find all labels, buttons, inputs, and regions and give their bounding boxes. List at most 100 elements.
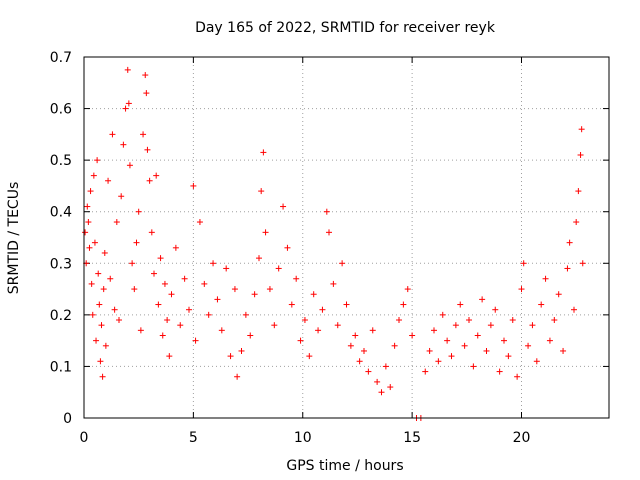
data-point bbox=[151, 270, 157, 277]
data-point bbox=[242, 311, 249, 318]
data-point bbox=[181, 275, 188, 282]
data-point bbox=[470, 363, 477, 370]
data-point bbox=[125, 100, 132, 107]
data-point bbox=[404, 286, 411, 293]
data-point bbox=[113, 219, 120, 226]
data-point bbox=[91, 239, 98, 246]
data-point bbox=[457, 301, 464, 308]
data-point bbox=[492, 306, 499, 313]
data-point bbox=[479, 296, 486, 303]
data-point bbox=[251, 291, 258, 298]
data-point bbox=[542, 275, 549, 282]
x-tick-label: 5 bbox=[189, 430, 198, 446]
data-point bbox=[234, 373, 241, 380]
data-point bbox=[538, 301, 545, 308]
y-tick-label: 0.5 bbox=[50, 153, 72, 169]
data-point bbox=[444, 337, 451, 344]
data-point bbox=[555, 291, 562, 298]
data-point bbox=[135, 208, 142, 215]
data-point bbox=[566, 239, 573, 246]
data-point bbox=[166, 353, 173, 360]
y-tick-label: 0 bbox=[63, 411, 72, 427]
data-point bbox=[120, 141, 127, 148]
data-point bbox=[116, 317, 122, 324]
data-point bbox=[461, 342, 468, 349]
data-point bbox=[90, 172, 97, 179]
data-point bbox=[93, 337, 100, 344]
data-point bbox=[260, 149, 267, 156]
data-point bbox=[153, 172, 160, 179]
data-point bbox=[339, 260, 346, 267]
data-point bbox=[361, 347, 367, 354]
data-point bbox=[231, 286, 238, 293]
data-point bbox=[330, 280, 337, 287]
data-point bbox=[97, 358, 104, 365]
data-point bbox=[98, 322, 105, 329]
data-point bbox=[124, 66, 131, 73]
data-point bbox=[573, 219, 580, 226]
data-point bbox=[391, 342, 398, 349]
data-point bbox=[343, 301, 350, 308]
data-point bbox=[326, 229, 332, 236]
data-point bbox=[164, 317, 171, 324]
data-point bbox=[218, 327, 225, 334]
data-point bbox=[551, 317, 558, 324]
data-point bbox=[118, 193, 125, 200]
data-point bbox=[280, 203, 287, 210]
data-point bbox=[205, 311, 212, 318]
data-point bbox=[288, 301, 295, 308]
data-point bbox=[85, 219, 92, 226]
data-point bbox=[577, 151, 584, 158]
data-point bbox=[575, 188, 582, 195]
x-tick-label: 0 bbox=[80, 430, 89, 446]
data-point bbox=[227, 353, 234, 360]
data-point bbox=[168, 291, 175, 298]
plot-frame bbox=[83, 56, 610, 419]
data-point bbox=[525, 342, 532, 349]
y-tick-label: 0.1 bbox=[50, 359, 72, 375]
data-point bbox=[161, 280, 168, 287]
data-point bbox=[95, 270, 102, 277]
data-point bbox=[369, 327, 376, 334]
data-point bbox=[96, 301, 103, 308]
data-point bbox=[422, 368, 429, 375]
data-point bbox=[509, 317, 516, 324]
data-point bbox=[140, 131, 147, 138]
data-point bbox=[101, 249, 108, 256]
data-point bbox=[579, 260, 586, 267]
data-point bbox=[137, 327, 144, 334]
data-point bbox=[144, 146, 151, 153]
data-point bbox=[356, 358, 363, 365]
data-point bbox=[571, 306, 577, 313]
data-point bbox=[146, 177, 153, 184]
data-point bbox=[529, 322, 536, 329]
data-point bbox=[86, 244, 93, 251]
data-point bbox=[347, 342, 354, 349]
data-point bbox=[426, 347, 433, 354]
data-point bbox=[275, 265, 282, 272]
data-point bbox=[378, 389, 385, 396]
data-point bbox=[133, 239, 140, 246]
data-point bbox=[505, 353, 512, 360]
data-point bbox=[306, 353, 313, 360]
data-point bbox=[143, 90, 150, 97]
data-point bbox=[122, 105, 129, 112]
data-point bbox=[334, 322, 341, 329]
data-point bbox=[496, 368, 503, 375]
data-point bbox=[84, 203, 91, 210]
data-point bbox=[100, 286, 107, 293]
data-point bbox=[109, 131, 116, 138]
data-point bbox=[129, 260, 136, 267]
data-point bbox=[518, 286, 525, 293]
data-point bbox=[142, 72, 149, 79]
data-point bbox=[271, 322, 278, 329]
x-tick-label: 20 bbox=[513, 430, 531, 446]
data-point bbox=[374, 378, 381, 385]
data-point bbox=[88, 280, 95, 287]
y-tick-label: 0.2 bbox=[50, 308, 72, 324]
data-point bbox=[214, 296, 221, 303]
data-point bbox=[262, 229, 269, 236]
data-point bbox=[431, 327, 437, 334]
data-point bbox=[177, 322, 184, 329]
data-point bbox=[107, 275, 114, 282]
